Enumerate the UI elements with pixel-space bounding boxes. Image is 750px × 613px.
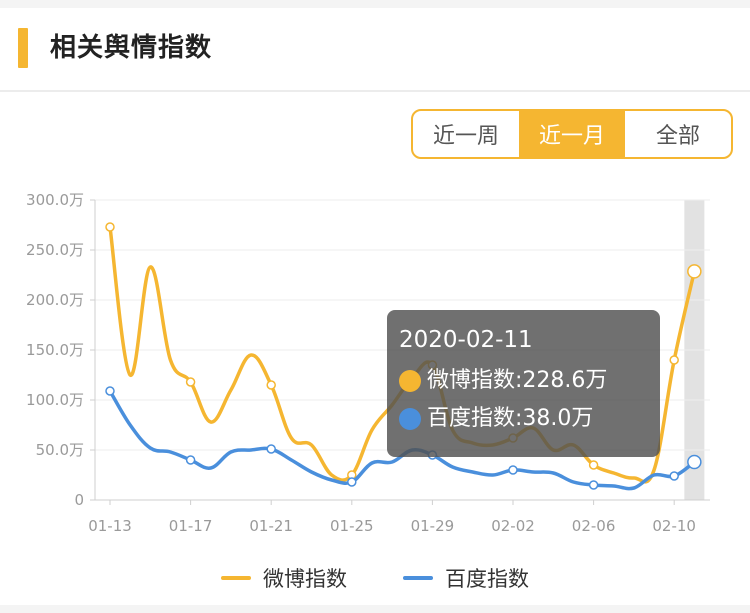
y-tick-label: 250.0万: [26, 241, 84, 259]
x-tick-label: 01-21: [249, 517, 293, 535]
baidu-point: [105, 386, 115, 396]
chart-tooltip: 2020-02-11 微博指数:228.6万 百度指数:38.0万: [387, 310, 660, 457]
legend-item-baidu[interactable]: 百度指数: [403, 563, 529, 593]
page-title: 相关舆情指数: [50, 33, 213, 63]
bottom-strip: [0, 605, 750, 613]
tooltip-baidu-dot: [399, 408, 421, 430]
range-tabs: 近一周 近一月 全部: [411, 109, 733, 159]
x-tick-label: 01-13: [88, 517, 132, 535]
tab-week[interactable]: 近一周: [432, 124, 499, 149]
x-tick-label: 01-17: [169, 517, 213, 535]
x-tick-label: 01-29: [411, 517, 455, 535]
tooltip-row-baidu: 百度指数:38.0万: [399, 400, 648, 438]
legend-item-weibo[interactable]: 微博指数: [221, 563, 347, 593]
tooltip-weibo-value: 微博指数:228.6万: [427, 368, 608, 393]
tab-all[interactable]: 全部: [655, 124, 700, 149]
y-tick-label: 150.0万: [26, 341, 84, 359]
y-tick-label: 200.0万: [26, 291, 84, 309]
x-tick-label: 01-25: [330, 517, 374, 535]
y-tick-label: 100.0万: [26, 391, 84, 409]
baidu-point: [347, 477, 357, 487]
baidu-highlight-point: [687, 454, 702, 470]
x-tick-label: 02-02: [491, 517, 535, 535]
weibo-point: [669, 355, 679, 365]
tab-month[interactable]: 近一月: [519, 111, 625, 157]
legend-weibo-swatch: [221, 576, 251, 580]
weibo-point: [588, 460, 599, 470]
baidu-point: [669, 471, 679, 481]
tooltip-date: 2020-02-11: [399, 327, 533, 353]
weibo-point: [266, 380, 276, 390]
legend-baidu-label: 百度指数: [445, 567, 529, 591]
top-strip: [0, 0, 750, 8]
x-tick-label: 02-06: [572, 517, 616, 535]
tooltip-weibo-dot: [399, 370, 421, 392]
y-tick-label: 300.0万: [26, 191, 84, 209]
legend-baidu-swatch: [403, 576, 433, 580]
y-tick-label: 50.0万: [36, 441, 84, 459]
baidu-point: [185, 455, 196, 465]
weibo-point: [105, 222, 115, 232]
header-divider: [0, 90, 750, 92]
baidu-point: [588, 480, 599, 490]
tooltip-baidu-value: 百度指数:38.0万: [427, 406, 594, 431]
weibo-highlight-point: [687, 264, 702, 279]
tooltip-row-weibo: 微博指数:228.6万: [399, 362, 648, 400]
x-tick-label: 02-10: [652, 517, 696, 535]
chart-legend: 微博指数 百度指数: [0, 558, 750, 598]
baidu-point: [508, 465, 518, 475]
header: 相关舆情指数: [0, 8, 750, 90]
legend-weibo-label: 微博指数: [263, 567, 347, 591]
title-accent-bar: [18, 28, 28, 68]
weibo-point: [185, 377, 196, 387]
baidu-point: [266, 444, 276, 454]
y-tick-label: 0: [74, 491, 84, 509]
